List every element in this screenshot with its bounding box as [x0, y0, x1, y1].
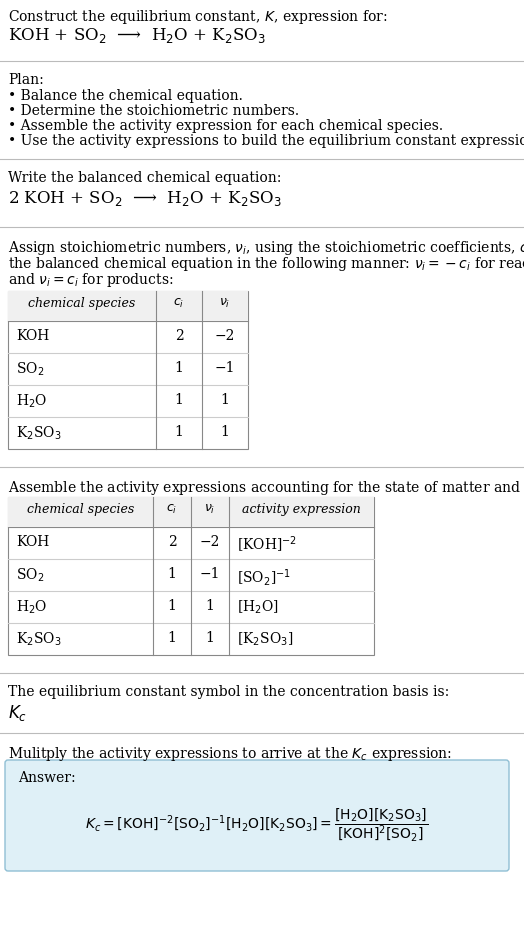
Text: K$_2$SO$_3$: K$_2$SO$_3$ — [16, 425, 61, 442]
FancyBboxPatch shape — [5, 760, 509, 871]
Text: 1: 1 — [174, 393, 183, 407]
Text: chemical species: chemical species — [27, 503, 134, 516]
Text: −1: −1 — [215, 361, 235, 375]
Text: 1: 1 — [168, 567, 177, 581]
Text: The equilibrium constant symbol in the concentration basis is:: The equilibrium constant symbol in the c… — [8, 685, 449, 699]
Text: chemical species: chemical species — [28, 297, 136, 310]
Text: −1: −1 — [200, 567, 220, 581]
Text: Assign stoichiometric numbers, $\nu_i$, using the stoichiometric coefficients, $: Assign stoichiometric numbers, $\nu_i$, … — [8, 239, 524, 257]
Text: 1: 1 — [168, 631, 177, 645]
Text: [KOH]$^{-2}$: [KOH]$^{-2}$ — [237, 535, 297, 555]
Text: −2: −2 — [215, 329, 235, 343]
Text: • Balance the chemical equation.: • Balance the chemical equation. — [8, 89, 243, 103]
Text: SO$_2$: SO$_2$ — [16, 567, 44, 585]
Text: KOH: KOH — [16, 329, 49, 343]
Text: $\nu_i$: $\nu_i$ — [220, 297, 231, 310]
Bar — [8, 497, 374, 655]
Text: • Determine the stoichiometric numbers.: • Determine the stoichiometric numbers. — [8, 104, 299, 118]
Text: • Assemble the activity expression for each chemical species.: • Assemble the activity expression for e… — [8, 119, 443, 133]
Text: 1: 1 — [174, 361, 183, 375]
Text: Answer:: Answer: — [18, 771, 75, 785]
Text: KOH + SO$_2$  ⟶  H$_2$O + K$_2$SO$_3$: KOH + SO$_2$ ⟶ H$_2$O + K$_2$SO$_3$ — [8, 26, 266, 45]
Text: KOH: KOH — [16, 535, 49, 549]
Text: [H$_2$O]: [H$_2$O] — [237, 599, 279, 616]
Text: H$_2$O: H$_2$O — [16, 393, 47, 411]
Text: Assemble the activity expressions accounting for the state of matter and $\nu_i$: Assemble the activity expressions accoun… — [8, 479, 524, 497]
Text: 2: 2 — [168, 535, 177, 549]
Text: [SO$_2$]$^{-1}$: [SO$_2$]$^{-1}$ — [237, 567, 291, 588]
Text: 1: 1 — [205, 599, 214, 613]
Text: 1: 1 — [174, 425, 183, 439]
Bar — [8, 291, 248, 321]
Text: Plan:: Plan: — [8, 73, 43, 87]
Text: activity expression: activity expression — [242, 503, 361, 516]
Text: $K_c = [\mathrm{KOH}]^{-2} [\mathrm{SO_2}]^{-1} [\mathrm{H_2O}][\mathrm{K_2SO_3}: $K_c = [\mathrm{KOH}]^{-2} [\mathrm{SO_2… — [85, 806, 429, 844]
Text: 1: 1 — [221, 425, 230, 439]
Text: 2 KOH + SO$_2$  ⟶  H$_2$O + K$_2$SO$_3$: 2 KOH + SO$_2$ ⟶ H$_2$O + K$_2$SO$_3$ — [8, 189, 282, 208]
Text: SO$_2$: SO$_2$ — [16, 361, 44, 378]
Bar — [8, 291, 248, 449]
Text: • Use the activity expressions to build the equilibrium constant expression.: • Use the activity expressions to build … — [8, 134, 524, 148]
Text: $c_i$: $c_i$ — [166, 503, 178, 516]
Text: [K$_2$SO$_3$]: [K$_2$SO$_3$] — [237, 631, 293, 649]
Text: −2: −2 — [200, 535, 220, 549]
Text: 1: 1 — [205, 631, 214, 645]
Text: $c_i$: $c_i$ — [173, 297, 184, 310]
Text: Construct the equilibrium constant, $K$, expression for:: Construct the equilibrium constant, $K$,… — [8, 8, 388, 26]
Text: $K_c$: $K_c$ — [8, 703, 27, 723]
Text: Write the balanced chemical equation:: Write the balanced chemical equation: — [8, 171, 281, 185]
Text: K$_2$SO$_3$: K$_2$SO$_3$ — [16, 631, 61, 649]
Bar — [8, 497, 374, 527]
Text: Mulitply the activity expressions to arrive at the $K_c$ expression:: Mulitply the activity expressions to arr… — [8, 745, 452, 763]
Text: and $\nu_i = c_i$ for products:: and $\nu_i = c_i$ for products: — [8, 271, 173, 289]
Text: $\nu_i$: $\nu_i$ — [204, 503, 216, 516]
Text: 2: 2 — [174, 329, 183, 343]
Text: the balanced chemical equation in the following manner: $\nu_i = -c_i$ for react: the balanced chemical equation in the fo… — [8, 255, 524, 273]
Text: 1: 1 — [168, 599, 177, 613]
Text: 1: 1 — [221, 393, 230, 407]
Text: H$_2$O: H$_2$O — [16, 599, 47, 616]
